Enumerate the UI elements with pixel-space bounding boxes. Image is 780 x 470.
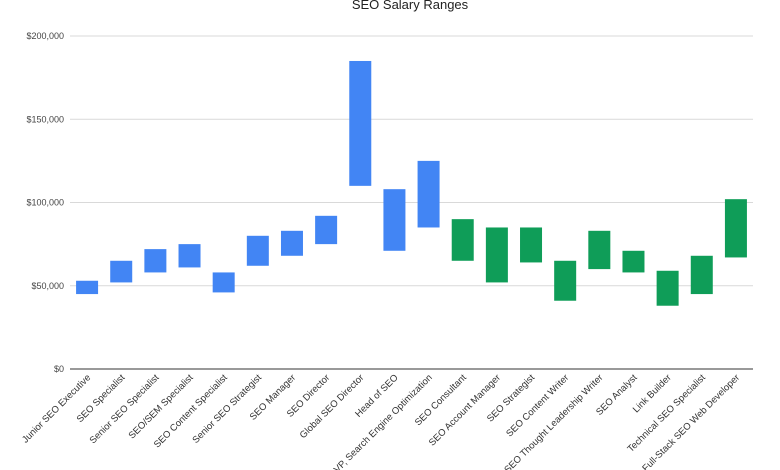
bars bbox=[76, 60, 747, 306]
salary-range-bar bbox=[520, 227, 543, 263]
salary-range-bar bbox=[246, 235, 269, 266]
salary-range-bar bbox=[76, 280, 99, 295]
x-tick-label: SEO Content Writer bbox=[504, 372, 571, 439]
salary-range-bar bbox=[417, 160, 440, 228]
salary-range-bar bbox=[144, 249, 167, 273]
y-tick-label: $200,000 bbox=[26, 31, 64, 41]
y-tick-label: $150,000 bbox=[26, 114, 64, 124]
x-tick-label: Global SEO Director bbox=[298, 372, 367, 441]
salary-range-bar bbox=[656, 270, 679, 306]
y-tick-label: $100,000 bbox=[26, 198, 64, 208]
salary-range-bar bbox=[349, 60, 372, 186]
gridlines bbox=[70, 35, 753, 287]
salary-range-bar bbox=[212, 272, 235, 293]
salary-range-bar bbox=[588, 230, 611, 270]
chart-title: SEO Salary Ranges bbox=[352, 0, 469, 12]
y-axis-ticks: $0 $50,000 $100,000 $150,000 $200,000 bbox=[26, 31, 64, 374]
salary-range-bar bbox=[690, 255, 713, 295]
salary-range-bar bbox=[280, 230, 303, 256]
salary-range-bar bbox=[383, 189, 406, 251]
salary-range-bar bbox=[622, 250, 645, 273]
y-tick-label: $0 bbox=[54, 364, 64, 374]
salary-range-bar bbox=[554, 260, 577, 301]
salary-range-bar bbox=[315, 215, 338, 245]
salary-range-bar bbox=[724, 199, 747, 258]
salary-range-bar bbox=[485, 227, 508, 283]
salary-range-bar bbox=[178, 244, 201, 268]
y-tick-label: $50,000 bbox=[31, 281, 64, 291]
salary-range-bar bbox=[451, 219, 474, 261]
salary-range-bar bbox=[110, 260, 133, 283]
x-tick-label: SEO/SEM Specialist bbox=[127, 372, 196, 441]
